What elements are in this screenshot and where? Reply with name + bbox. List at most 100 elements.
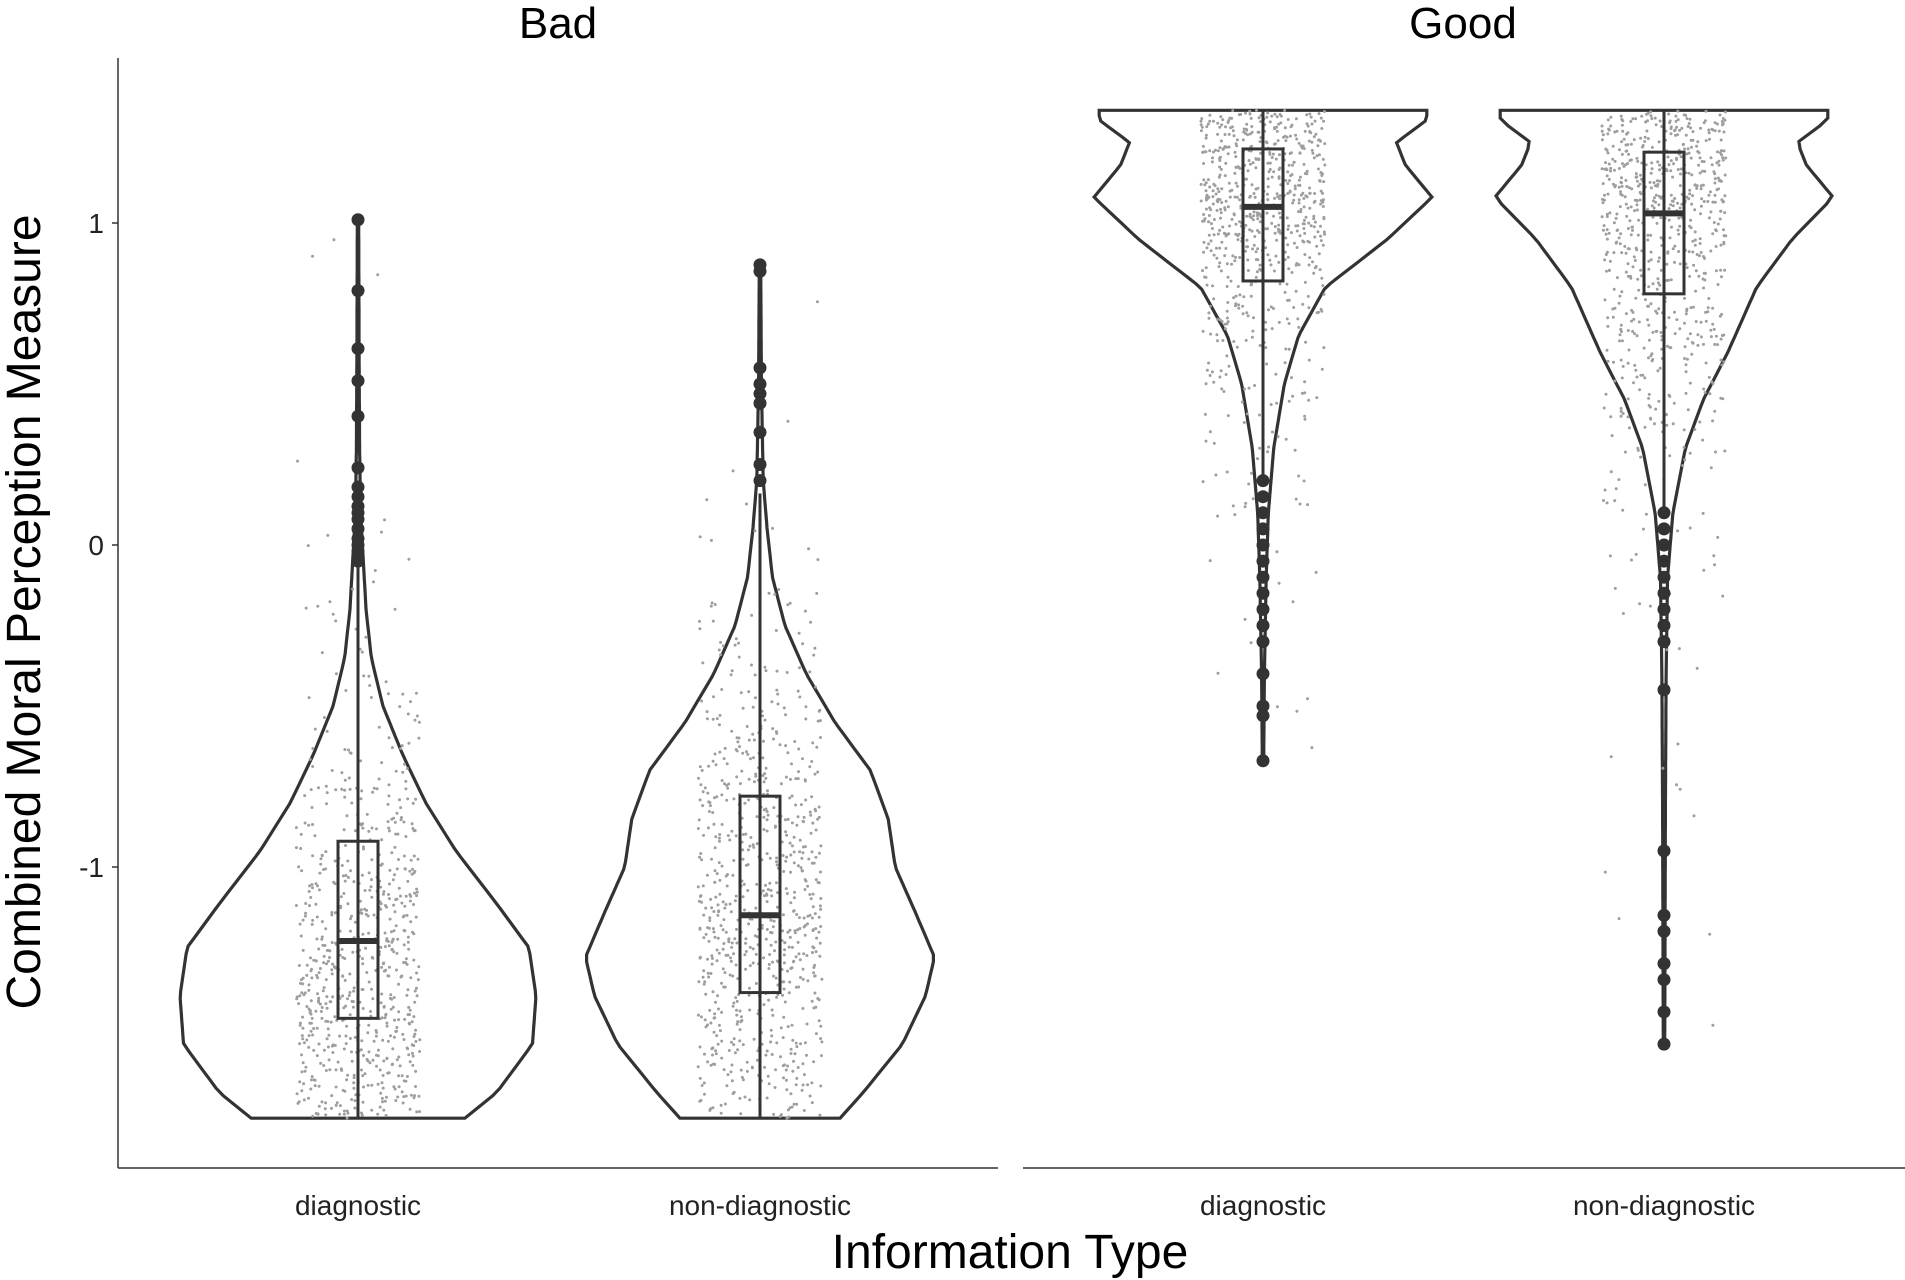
jitter-point xyxy=(390,746,394,750)
jitter-point xyxy=(1265,115,1269,119)
jitter-point xyxy=(1668,394,1672,398)
jitter-point xyxy=(1310,746,1314,750)
jitter-point xyxy=(1602,224,1606,228)
jitter-point xyxy=(698,1045,702,1049)
jitter-point xyxy=(1665,423,1669,427)
jitter-point xyxy=(1254,166,1258,170)
jitter-point xyxy=(386,1039,390,1043)
jitter-point xyxy=(1637,320,1641,324)
jitter-point xyxy=(774,940,778,944)
jitter-point xyxy=(1216,339,1219,343)
jitter-point xyxy=(701,661,705,665)
jitter-point xyxy=(338,1112,342,1116)
jitter-point xyxy=(1682,445,1686,449)
jitter-point xyxy=(1631,265,1635,269)
jitter-point xyxy=(1626,274,1630,278)
jitter-point xyxy=(1654,193,1658,197)
jitter-point xyxy=(1250,125,1254,128)
jitter-point xyxy=(1713,193,1717,197)
jitter-point xyxy=(1222,390,1226,393)
jitter-point xyxy=(1303,253,1307,256)
jitter-point xyxy=(381,1100,384,1104)
x-tick-label-bad-diagnostic: diagnostic xyxy=(295,1190,421,1221)
jitter-point xyxy=(735,1022,739,1026)
jitter-point xyxy=(397,1074,401,1078)
jitter-point xyxy=(1212,380,1216,384)
outlier-point xyxy=(1256,754,1270,768)
jitter-point xyxy=(1233,513,1237,517)
jitter-point xyxy=(1641,527,1645,531)
jitter-point xyxy=(387,897,391,901)
outlier-point xyxy=(1256,506,1270,520)
jitter-point xyxy=(353,1099,357,1103)
jitter-point xyxy=(362,674,366,678)
outlier-point xyxy=(1657,924,1671,938)
jitter-point xyxy=(327,1033,331,1037)
jitter-point xyxy=(344,1034,348,1038)
jitter-point xyxy=(699,852,703,855)
jitter-point xyxy=(700,769,704,772)
jitter-point xyxy=(390,930,393,934)
jitter-point xyxy=(1306,503,1309,507)
jitter-point xyxy=(296,459,299,463)
jitter-point xyxy=(1308,186,1312,190)
jitter-point xyxy=(1204,181,1208,185)
jitter-point xyxy=(711,717,715,721)
jitter-point xyxy=(1691,194,1695,198)
jitter-point xyxy=(697,818,701,822)
jitter-point xyxy=(722,1068,726,1072)
jitter-point xyxy=(375,1064,378,1068)
jitter-point xyxy=(405,993,409,997)
jitter-point xyxy=(316,992,320,996)
jitter-point xyxy=(375,827,378,831)
jitter-point xyxy=(301,948,305,952)
jitter-point xyxy=(1697,274,1701,278)
jitter-point xyxy=(340,787,344,791)
jitter-point xyxy=(1272,142,1276,146)
jitter-point xyxy=(819,870,822,874)
jitter-point xyxy=(1615,212,1619,216)
jitter-point xyxy=(1687,197,1691,201)
jitter-point xyxy=(1288,179,1291,183)
jitter-point xyxy=(304,911,308,915)
jitter-point xyxy=(399,818,403,822)
jitter-point xyxy=(804,798,808,802)
jitter-point xyxy=(1659,268,1663,272)
jitter-point xyxy=(705,873,709,877)
jitter-point xyxy=(1656,160,1660,164)
jitter-point xyxy=(1298,175,1302,179)
jitter-point xyxy=(335,1101,339,1105)
jitter-point xyxy=(1709,335,1713,339)
jitter-point xyxy=(1248,112,1252,116)
jitter-point xyxy=(783,1063,786,1067)
jitter-point xyxy=(296,1101,300,1105)
jitter-point xyxy=(769,1028,773,1032)
jitter-point xyxy=(1316,144,1320,148)
jitter-point xyxy=(716,1042,720,1046)
jitter-point xyxy=(767,967,771,970)
jitter-point xyxy=(341,974,345,978)
jitter-point xyxy=(773,825,777,829)
jitter-point xyxy=(1218,246,1222,250)
jitter-point xyxy=(328,600,332,604)
jitter-point xyxy=(802,952,806,956)
jitter-point xyxy=(378,1105,382,1109)
jitter-point xyxy=(320,920,324,924)
jitter-point xyxy=(371,790,375,794)
jitter-point xyxy=(403,867,407,871)
jitter-point xyxy=(1654,200,1657,204)
jitter-point xyxy=(412,958,416,962)
jitter-point xyxy=(802,815,806,819)
jitter-point xyxy=(403,762,406,766)
jitter-point xyxy=(1622,137,1626,141)
jitter-point xyxy=(705,717,709,721)
jitter-point xyxy=(1208,559,1212,563)
jitter-point xyxy=(300,1070,304,1074)
jitter-point xyxy=(1252,316,1255,320)
jitter-point xyxy=(1295,709,1299,713)
jitter-point xyxy=(1618,205,1622,209)
jitter-point xyxy=(806,922,809,926)
jitter-point xyxy=(342,1109,346,1113)
jitter-point xyxy=(405,1075,409,1078)
jitter-point xyxy=(1216,132,1220,136)
